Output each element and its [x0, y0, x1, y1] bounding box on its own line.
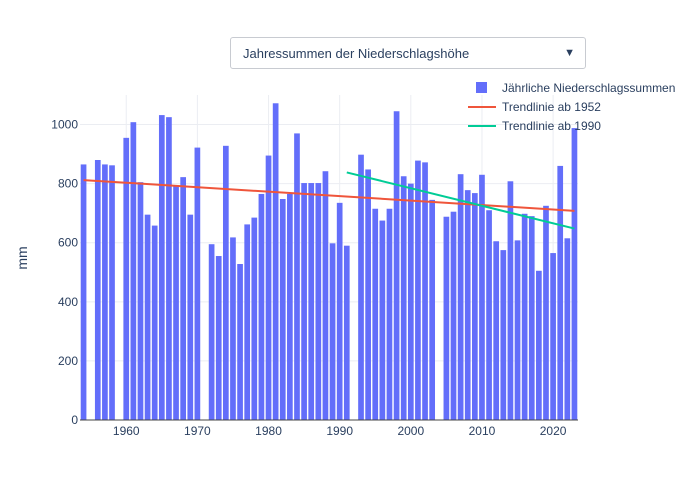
bar — [258, 193, 265, 420]
bar — [471, 193, 478, 420]
bar — [564, 238, 571, 420]
bar — [365, 169, 371, 420]
bar — [464, 190, 471, 420]
bar — [400, 176, 407, 420]
bar — [379, 220, 386, 420]
legend-label-trend1952: Trendlinie ab 1952 — [502, 100, 601, 114]
bar — [571, 128, 578, 420]
bar — [543, 205, 549, 420]
x-tick-label: 2010 — [469, 424, 496, 438]
axes: 0 200 400 600 800 1000 1960 1970 1980 1990 2000 201… — [51, 118, 578, 438]
bar — [230, 237, 236, 420]
bar — [301, 183, 307, 420]
bar — [215, 256, 222, 420]
bar — [343, 245, 350, 420]
bar — [443, 216, 450, 420]
bar — [550, 253, 556, 420]
bar — [166, 117, 172, 420]
bar — [322, 171, 329, 420]
bar — [500, 250, 507, 420]
bar — [415, 160, 421, 420]
trendline-1952 — [83, 179, 575, 212]
bar — [222, 145, 229, 420]
bar — [486, 210, 492, 420]
bar — [372, 208, 379, 420]
bar — [180, 177, 187, 420]
bar — [507, 181, 514, 420]
chart-selector-dropdown[interactable]: Jahressummen der Niederschlagshöhe ▼ — [230, 37, 586, 69]
bar — [315, 183, 322, 420]
bar — [358, 154, 364, 420]
bar — [329, 243, 336, 420]
y-tick-label: 200 — [58, 354, 78, 368]
bar — [194, 147, 201, 420]
legend: Jährliche Niederschlagssummen Trendlinie … — [468, 81, 675, 133]
y-tick-label: 800 — [58, 177, 78, 191]
y-axis-label: mm — [14, 246, 30, 269]
bar — [80, 164, 87, 420]
bar — [187, 214, 194, 420]
bar — [272, 103, 279, 420]
trendline-1990 — [346, 171, 575, 230]
bar — [407, 183, 414, 420]
bar — [279, 199, 286, 420]
triangle-down-icon: ▼ — [564, 47, 575, 59]
x-tick-label: 1960 — [113, 424, 140, 438]
x-tick-label: 1980 — [255, 424, 282, 438]
legend-label-bars: Jährliche Niederschlagssummen — [502, 81, 675, 95]
bar — [336, 202, 343, 420]
bar — [137, 182, 144, 420]
bar — [237, 264, 243, 420]
bar — [251, 217, 258, 420]
bar — [308, 183, 315, 420]
dropdown-selected-label: Jahressummen der Niederschlagshöhe — [243, 45, 470, 61]
bar — [386, 208, 393, 420]
bar — [151, 225, 158, 420]
y-tick-label: 600 — [58, 236, 78, 250]
bar — [393, 111, 400, 420]
bar — [536, 270, 542, 420]
bar — [102, 164, 108, 420]
bar — [493, 241, 500, 420]
y-tick-label: 0 — [71, 413, 78, 427]
x-tick-label: 2000 — [397, 424, 424, 438]
bar — [429, 199, 436, 420]
bar — [514, 240, 521, 420]
x-tick-label: 1990 — [326, 424, 353, 438]
bar — [528, 216, 535, 420]
y-tick-label: 1000 — [51, 118, 78, 132]
bar — [158, 115, 165, 420]
bar — [123, 137, 130, 420]
bars-series — [80, 103, 578, 420]
bar — [208, 244, 215, 420]
legend-label-trend1990: Trendlinie ab 1990 — [502, 119, 601, 133]
bar — [287, 193, 293, 420]
bar — [109, 165, 115, 420]
bar — [557, 165, 564, 420]
y-tick-label: 400 — [58, 295, 78, 309]
bar — [457, 174, 464, 420]
bar — [294, 133, 300, 420]
x-tick-label: 2020 — [540, 424, 567, 438]
bar — [422, 162, 428, 420]
bar — [450, 211, 457, 420]
trend-lines — [83, 171, 575, 230]
x-tick-label: 1970 — [184, 424, 211, 438]
bar — [265, 155, 272, 420]
bar — [173, 185, 179, 420]
bar — [479, 174, 485, 420]
bar — [144, 214, 151, 420]
bar — [94, 160, 101, 420]
legend-swatch-bars — [476, 82, 487, 93]
bar — [521, 213, 528, 420]
bar — [130, 122, 137, 420]
bar — [244, 224, 251, 420]
